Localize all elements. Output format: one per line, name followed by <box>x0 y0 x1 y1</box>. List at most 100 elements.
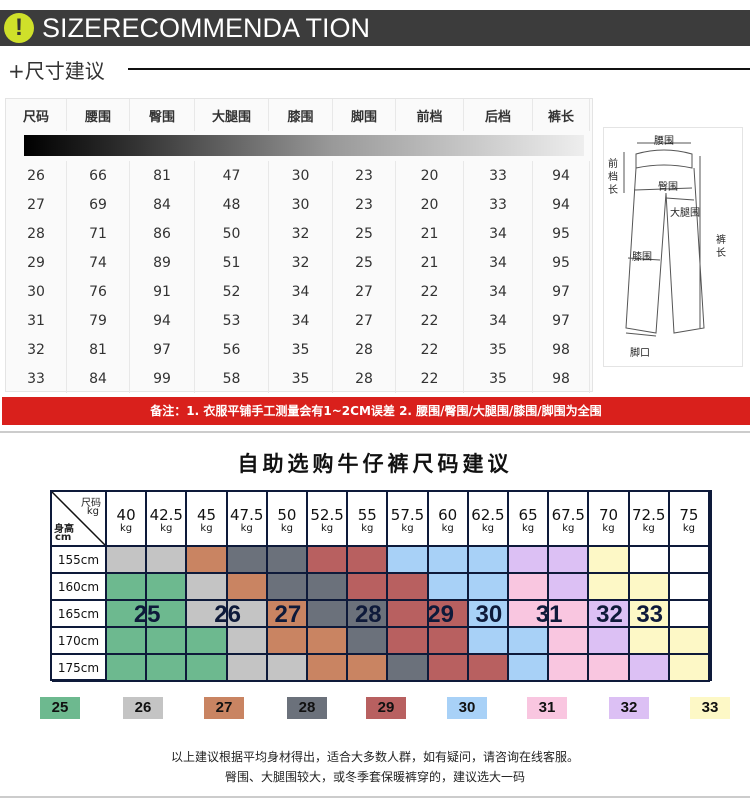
table-cell: 94 <box>533 161 590 190</box>
weight-header: 57.5 kg <box>388 492 429 547</box>
grid-cell <box>308 574 349 601</box>
weight-value: 47.5 <box>229 506 264 524</box>
corner-kg-label: kg <box>86 506 99 517</box>
table-cell: 97 <box>130 335 195 364</box>
column-header: 裤长 <box>533 99 590 131</box>
grid-cell <box>428 547 469 574</box>
table-cell: 32 <box>6 335 67 364</box>
table-cell: 20 <box>396 161 464 190</box>
weight-unit: kg <box>401 523 414 534</box>
table-cell: 51 <box>195 248 269 277</box>
table-row: 27 69 84 48 30 23 20 33 94 <box>6 190 592 219</box>
hem-label: 脚口 <box>630 348 650 359</box>
column-header: 大腿围 <box>195 99 269 131</box>
size-label-overlay: 26 <box>214 601 241 628</box>
table-cell: 47 <box>195 161 269 190</box>
corner-height-label: 身高 <box>54 524 74 535</box>
grid-cell <box>589 601 630 628</box>
corner-size-label: 尺码 <box>81 498 101 509</box>
table-cell: 71 <box>67 219 130 248</box>
table-cell: 81 <box>67 335 130 364</box>
grid-cell <box>187 655 228 682</box>
table-cell: 25 <box>333 219 396 248</box>
length-label: 裤长 <box>716 235 726 259</box>
legend-swatch-30: 30 <box>447 697 487 719</box>
size-label-overlay: 29 <box>427 601 455 628</box>
table-cell: 34 <box>269 306 333 335</box>
grid-cell <box>388 628 429 655</box>
table-cell: 31 <box>6 306 67 335</box>
table-cell: 94 <box>533 190 590 219</box>
grid-cell <box>549 547 590 574</box>
grid-cell <box>589 574 630 601</box>
table-cell: 53 <box>195 306 269 335</box>
weight-header: 60 kg <box>428 492 469 547</box>
grid-cell <box>348 547 389 574</box>
table-cell: 27 <box>333 277 396 306</box>
grid-cell <box>669 601 710 628</box>
table-cell: 22 <box>396 335 464 364</box>
grid-cell <box>348 655 389 682</box>
grid-cell <box>388 547 429 574</box>
grid-cell <box>267 601 308 628</box>
table-cell: 27 <box>6 190 67 219</box>
pants-diagram: 腰围 前档长 臀围 大腿围 裤长 膝围 脚口 <box>603 127 743 367</box>
table-cell: 34 <box>269 277 333 306</box>
section-subtitle: +尺寸建议 <box>8 59 105 83</box>
height-label: 160cm <box>52 574 107 601</box>
weight-unit: kg <box>240 523 253 534</box>
table-cell: 98 <box>533 335 590 364</box>
weight-unit: kg <box>160 523 173 534</box>
weight-value: 72.5 <box>631 506 666 524</box>
grid-cell <box>629 574 670 601</box>
grid-cell <box>227 574 268 601</box>
grid-cell <box>267 574 308 601</box>
table-cell: 52 <box>195 277 269 306</box>
weight-unit: kg <box>481 523 494 534</box>
column-header: 脚围 <box>333 99 396 131</box>
table-row: 33 84 99 58 35 28 22 35 98 <box>6 364 592 393</box>
column-header: 后档 <box>464 99 533 131</box>
table-cell: 35 <box>464 364 533 393</box>
grid-cell <box>669 655 710 682</box>
grid-cell <box>509 547 550 574</box>
grid-cell <box>589 547 630 574</box>
table-cell: 28 <box>6 219 67 248</box>
weight-value: 57.5 <box>390 506 425 524</box>
table-cell: 21 <box>396 219 464 248</box>
grid-cell <box>147 655 188 682</box>
grid-cell <box>468 601 509 628</box>
grid-cell <box>509 601 550 628</box>
size-recommend-grid: 尺码 kg 身高 cm 40 kg 42.5 kg 45 kg 47.5 kg 50 kg 52.5… <box>50 490 712 682</box>
grid-cell <box>348 601 389 628</box>
table-header-row: 尺码 腰围 臀围 大腿围 膝围 脚围 前档 后档 裤长 <box>6 99 592 131</box>
weight-unit: kg <box>120 523 133 534</box>
size-label-overlay: 27 <box>274 601 302 628</box>
grid-cell <box>629 628 670 655</box>
size-label-overlay: 25 <box>133 601 161 628</box>
table-cell: 86 <box>130 219 195 248</box>
table-row: 29 74 89 51 32 25 21 34 95 <box>6 248 592 277</box>
table-cell: 81 <box>130 161 195 190</box>
grid-cell <box>267 655 308 682</box>
weight-header: 55 kg <box>348 492 389 547</box>
weight-header: 45 kg <box>187 492 228 547</box>
table-row: 31 79 94 53 34 27 22 34 97 <box>6 306 592 335</box>
table-cell: 32 <box>269 248 333 277</box>
size-label-overlay: 28 <box>354 601 382 628</box>
grid-cell <box>509 628 550 655</box>
table-cell: 35 <box>269 364 333 393</box>
divider <box>0 431 750 433</box>
weight-value: 40 <box>116 506 136 524</box>
exclamation-icon: ! <box>4 13 34 43</box>
weight-header: 40 kg <box>107 492 148 547</box>
grid-cell <box>187 628 228 655</box>
table-cell: 84 <box>67 364 130 393</box>
note-line-1: 以上建议根据平均身材得出，适合大多数人群，如有疑问，请咨询在线客服。 <box>170 750 579 764</box>
grid-cell <box>388 601 429 628</box>
weight-header: 52.5 kg <box>308 492 349 547</box>
table-cell: 28 <box>333 335 396 364</box>
weight-header: 62.5 kg <box>468 492 509 547</box>
weight-value: 55 <box>357 506 377 524</box>
grid-cell <box>388 574 429 601</box>
